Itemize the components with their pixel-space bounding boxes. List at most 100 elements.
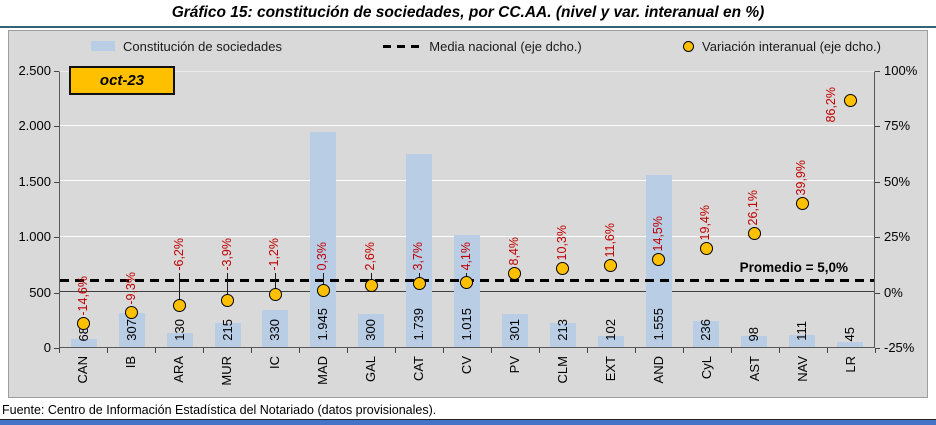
left-axis-tick-label: 500 xyxy=(29,284,51,300)
marker-swatch-icon xyxy=(683,40,695,52)
variation-marker xyxy=(316,284,330,298)
axis-tick xyxy=(59,348,60,353)
axis-tick xyxy=(155,348,156,353)
source-note: Fuente: Centro de Información Estadístic… xyxy=(0,398,936,420)
bar xyxy=(549,323,576,347)
variation-marker xyxy=(77,317,91,331)
axis-tick xyxy=(54,348,59,349)
category-slot: 111 39,9% xyxy=(778,72,826,347)
category-slot: 1.945 0,3% xyxy=(299,72,347,347)
variation-marker xyxy=(699,242,713,256)
x-tick-label: MAD xyxy=(314,356,330,385)
variation-label: 14,5% xyxy=(650,216,665,252)
x-tick-label: IC xyxy=(267,356,282,369)
axis-tick xyxy=(443,348,444,353)
legend-item-variacion: Variación interanual (eje dcho.) xyxy=(683,39,881,54)
variation-label: 86,2% xyxy=(824,87,839,123)
variation-marker xyxy=(268,287,282,301)
right-axis-tick-label: 50% xyxy=(884,173,911,189)
left-axis: 2.500 2.000 1.500 1.000 500 0 xyxy=(9,63,59,355)
bar xyxy=(70,339,97,347)
axis-tick xyxy=(875,71,880,72)
axis-tick xyxy=(54,71,59,72)
variation-label: -9,3% xyxy=(123,271,138,305)
category-slot: 1.555 14,5% xyxy=(635,72,683,347)
plot-wrap: oct-23 Promedio = 5,0% 68 -14,6% 307 -9,3% 1… xyxy=(59,66,876,398)
bar-value-label: 330 xyxy=(267,319,283,341)
bar-value-label: 45 xyxy=(842,326,858,341)
average-annotation: Promedio = 5,0% xyxy=(739,260,848,275)
variation-label: 11,6% xyxy=(602,223,617,258)
axis-tick xyxy=(203,348,204,353)
variation-label: -3,9% xyxy=(219,237,234,271)
legend-label-media-nacional: Media nacional (eje dcho.) xyxy=(429,38,582,54)
category-slot: 1.015 4,1% xyxy=(443,72,491,347)
variation-marker xyxy=(747,227,761,241)
legend-item-media-nacional: Media nacional (eje dcho.) xyxy=(383,38,582,54)
bar-value-label: 111 xyxy=(794,321,810,341)
left-axis-tick-label: 2.500 xyxy=(18,63,51,78)
x-tick-label: CAN xyxy=(75,356,90,384)
axis-tick xyxy=(731,348,732,353)
axis-tick xyxy=(875,348,880,349)
bottom-accent-bar xyxy=(0,420,936,425)
category-slot: 130 -6,2% xyxy=(156,72,204,347)
variation-marker xyxy=(125,305,139,319)
axis-tick xyxy=(395,348,396,353)
x-tick-label: CLM xyxy=(555,356,570,384)
legend-label-sociedades: Constitución de sociedades xyxy=(123,38,282,54)
legend: Constitución de sociedades Media naciona… xyxy=(9,31,927,61)
right-axis-tick-label: 100% xyxy=(884,63,918,78)
variation-marker xyxy=(843,94,857,108)
bar xyxy=(741,336,768,347)
x-tick-label: EXT xyxy=(603,356,618,382)
variation-label: 2,6% xyxy=(363,242,378,271)
category-slot: 68 -14,6% xyxy=(60,72,108,347)
category-slot: 330 -1,2% xyxy=(252,72,300,347)
category-slot: 45 86,2% xyxy=(824,72,874,347)
bar-value-label: 307 xyxy=(123,319,139,341)
category-slot: 236 19,4% xyxy=(682,72,730,347)
variation-label: -14,6% xyxy=(75,276,90,316)
axis-tick xyxy=(875,292,880,294)
category-slot: 307 -9,3% xyxy=(108,72,156,347)
axis-tick xyxy=(779,348,780,353)
x-tick-label: GAL xyxy=(363,356,378,383)
right-axis-tick-label: -25% xyxy=(884,340,915,355)
category-slot: 213 10,3% xyxy=(539,72,587,347)
right-axis: 100% 75% 50% 25% 0% -25% xyxy=(875,63,927,355)
variation-label: 3,7% xyxy=(411,242,426,271)
category-slot: 300 2,6% xyxy=(347,72,395,347)
x-tick-label: MUR xyxy=(219,356,234,386)
variation-label: 0,3% xyxy=(315,242,330,271)
plot-area: oct-23 Promedio = 5,0% 68 -14,6% 307 -9,3% 1… xyxy=(59,66,875,348)
variation-label: -1,2% xyxy=(267,237,282,271)
axis-tick xyxy=(54,181,59,183)
x-tick-label: ARA xyxy=(170,356,186,383)
category-slot: 215 -3,9% xyxy=(204,72,252,347)
x-tick-label: LR xyxy=(843,356,858,373)
bar-value-label: 102 xyxy=(602,319,618,341)
bar-value-label: 236 xyxy=(698,319,714,341)
left-axis-tick-label: 2.000 xyxy=(18,118,51,134)
variation-label: 8,4% xyxy=(506,236,521,266)
bar-value-label: 1.015 xyxy=(458,308,474,341)
label-leader-line xyxy=(322,272,324,291)
right-axis-tick-label: 25% xyxy=(884,229,911,245)
axis-tick xyxy=(251,348,252,353)
variation-marker xyxy=(460,276,474,290)
x-tick-label: AST xyxy=(747,356,762,382)
variation-label: 19,4% xyxy=(698,205,713,241)
axis-tick xyxy=(827,348,828,353)
bar-swatch-icon xyxy=(91,41,115,51)
category-slot: 301 8,4% xyxy=(491,72,539,347)
right-axis-tick-label: 0% xyxy=(884,284,903,300)
bar xyxy=(214,323,241,347)
gridline xyxy=(60,180,874,182)
x-tick-label: IB xyxy=(122,356,138,369)
gridline xyxy=(60,124,874,126)
axis-tick xyxy=(586,348,588,353)
axis-tick xyxy=(539,348,540,353)
left-axis-tick-label: 1.500 xyxy=(18,173,51,189)
